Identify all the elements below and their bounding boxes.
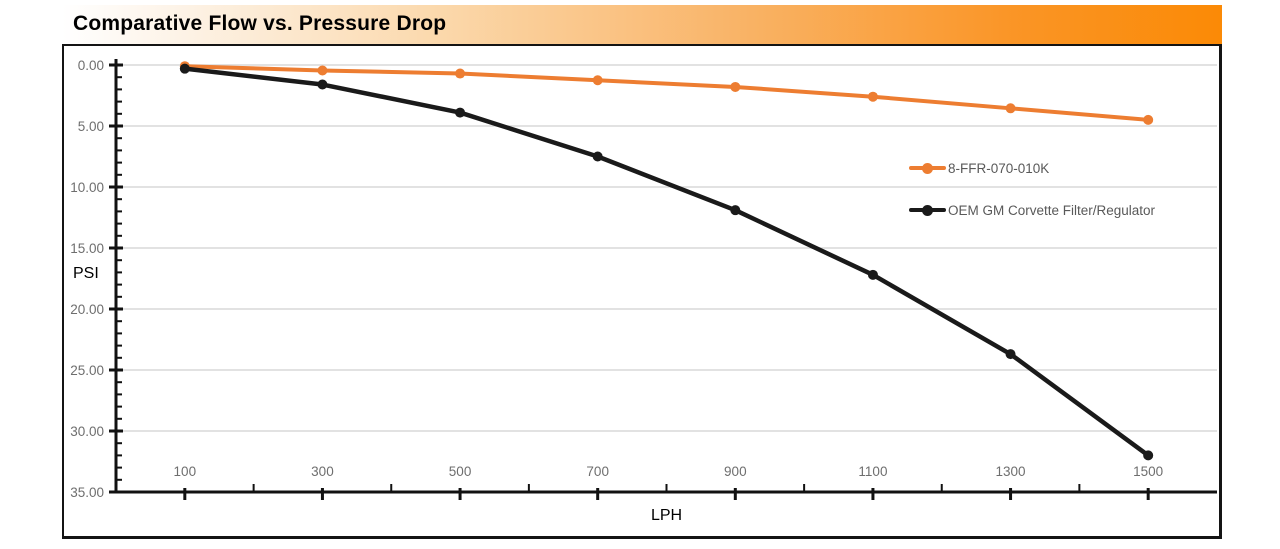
data-point-marker-1 <box>592 151 603 162</box>
x-axis-title: LPH <box>650 507 683 524</box>
data-point-marker-0 <box>317 65 328 76</box>
y-tick-label: 35.00 <box>70 485 104 500</box>
data-point-marker-1 <box>317 79 328 90</box>
data-point-marker-0 <box>1143 114 1154 125</box>
legend-marker-dot-icon <box>922 204 933 216</box>
data-point-marker-1 <box>1143 450 1154 461</box>
data-point-marker-0 <box>592 75 603 86</box>
legend-entry: OEM GM Corvette Filter/Regulator <box>909 200 1155 220</box>
data-point-marker-1 <box>455 107 466 118</box>
x-tick-label: 1300 <box>996 464 1026 479</box>
legend: 8-FFR-070-010K OEM GM Corvette Filter/Re… <box>909 158 1155 242</box>
chart-canvas: 0.00 5.00 10.00 15.00 20.00 25.00 30.00 35.00 10… <box>70 58 1217 500</box>
legend-label: 8-FFR-070-010K <box>948 160 1050 176</box>
data-point-marker-0 <box>455 68 466 79</box>
x-tick-label: 1100 <box>858 464 887 479</box>
x-tick-label: 700 <box>586 464 609 479</box>
y-tick-label: 20.00 <box>70 302 104 317</box>
legend-marker-line-icon <box>909 162 946 174</box>
x-tick-label: 500 <box>449 464 472 479</box>
data-point-marker-1 <box>867 269 878 280</box>
legend-marker-line-icon <box>909 204 946 216</box>
chart-frame: 0.00 5.00 10.00 15.00 20.00 25.00 30.00 35.00 10… <box>62 44 1222 539</box>
y-tick-label: 25.00 <box>70 363 104 378</box>
y-tick-label: 0.00 <box>78 58 104 73</box>
y-tick-label: 10.00 <box>70 180 104 195</box>
chart-title: Comparative Flow vs. Pressure Drop <box>73 12 447 35</box>
data-point-marker-0 <box>867 91 878 102</box>
data-point-marker-1 <box>1005 349 1016 360</box>
y-axis-title: PSI <box>73 265 99 282</box>
legend-label: OEM GM Corvette Filter/Regulator <box>948 202 1156 218</box>
y-tick-label: 15.00 <box>70 241 104 256</box>
x-tick-label: 300 <box>311 464 334 479</box>
data-point-marker-1 <box>179 63 190 74</box>
legend-entry: 8-FFR-070-010K <box>909 158 1155 178</box>
y-tick-label: 5.00 <box>78 119 104 134</box>
x-tick-label: 1500 <box>1133 464 1163 479</box>
data-point-marker-1 <box>730 205 741 216</box>
x-tick-label: 100 <box>174 464 197 479</box>
data-point-marker-0 <box>730 81 741 92</box>
x-tick-label: 900 <box>724 464 747 479</box>
series-line-0 <box>182 64 1151 122</box>
data-point-marker-0 <box>1005 103 1016 114</box>
series-line-1 <box>182 66 1151 458</box>
chart-title-bar: Comparative Flow vs. Pressure Drop <box>62 5 1222 44</box>
legend-marker-dot-icon <box>922 162 933 174</box>
y-tick-label: 30.00 <box>70 424 104 439</box>
